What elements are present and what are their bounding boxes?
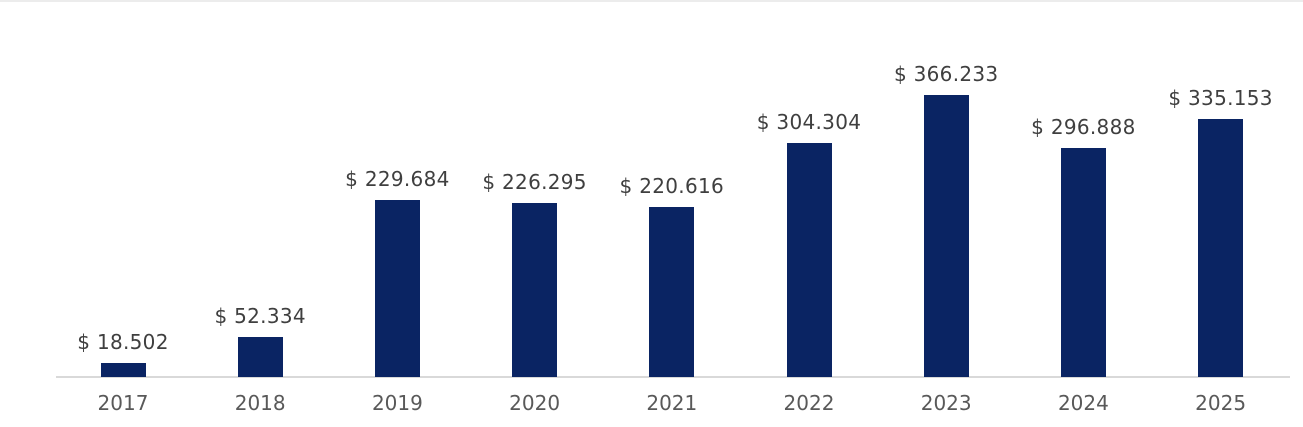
- bar-2018: [237, 337, 283, 377]
- x-tick-2022: 2022: [783, 391, 835, 415]
- bar-2025: [1198, 119, 1244, 377]
- bar-2022: [786, 143, 832, 377]
- top-divider: [0, 0, 1303, 2]
- x-tick-2023: 2023: [920, 391, 972, 415]
- bar-value-label-2021: $ 220.616: [619, 174, 725, 198]
- bar-value-label-2017: $ 18.502: [77, 330, 169, 354]
- x-tick-2025: 2025: [1195, 391, 1247, 415]
- x-tick-2021: 2021: [646, 391, 698, 415]
- bar-value-label-2025: $ 335.153: [1168, 86, 1273, 110]
- bar-2024: [1060, 148, 1106, 377]
- bar-value-label-2023: $ 366.233: [893, 62, 999, 86]
- x-tick-2024: 2024: [1057, 391, 1109, 415]
- bar-value-label-2020: $ 226.295: [482, 170, 587, 194]
- bar-2023: [923, 95, 969, 377]
- x-tick-2017: 2017: [97, 391, 149, 415]
- x-tick-2019: 2019: [371, 391, 423, 415]
- x-tick-2018: 2018: [234, 391, 286, 415]
- bar-value-label-2018: $ 52.334: [214, 304, 306, 328]
- bar-2020: [512, 203, 558, 377]
- bar-2017: [100, 363, 146, 377]
- x-tick-2020: 2020: [509, 391, 561, 415]
- bar-value-label-2024: $ 296.888: [1031, 115, 1136, 139]
- bar-2019: [374, 200, 420, 377]
- bar-value-label-2019: $ 229.684: [345, 167, 450, 191]
- x-axis-line: [56, 376, 1290, 378]
- bar-2021: [649, 207, 695, 377]
- bar-value-label-2022: $ 304.304: [756, 110, 862, 134]
